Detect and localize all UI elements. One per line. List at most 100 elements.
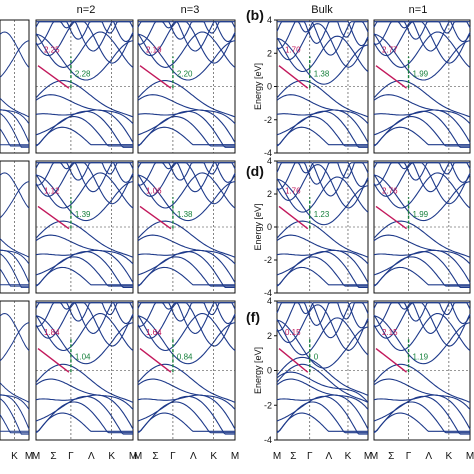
band-panel-f-n1: 2.15 1.19	[373, 300, 471, 441]
band-line	[373, 94, 471, 125]
band-line	[276, 304, 369, 352]
band-line	[373, 21, 471, 52]
band-line	[35, 256, 133, 287]
y-tick-label: 4	[267, 15, 272, 25]
indirect-gap-label: 1.76	[285, 186, 301, 195]
band-line	[277, 266, 368, 286]
band-line	[137, 251, 235, 288]
x-tick-label: Λ	[190, 451, 197, 462]
band-line	[35, 172, 134, 209]
x-tick-label: Λ	[425, 451, 432, 462]
x-tick-label: Γ	[170, 451, 176, 462]
panel-tag-d: (d)	[246, 163, 264, 179]
direct-gap-label: 1.39	[75, 210, 91, 219]
band-line	[373, 172, 471, 209]
y-tick-label: 2	[267, 331, 272, 341]
band-line	[35, 116, 133, 147]
x-tick-label: K	[11, 451, 18, 462]
band-line	[36, 126, 133, 146]
band-panel-row1-n2: 2.25 2.28	[35, 19, 134, 154]
band-line	[0, 322, 30, 362]
band-line	[137, 94, 236, 125]
indirect-gap-arrow	[139, 347, 172, 373]
x-tick-label: Σ	[388, 451, 394, 462]
band-line	[374, 126, 470, 146]
band-panel-f-bulk: 0.15 0	[276, 300, 369, 441]
band-line	[374, 162, 470, 175]
band-line	[35, 234, 134, 265]
band-panel-b-bulk: 1.70 1.38	[276, 19, 369, 154]
band-line	[373, 378, 471, 410]
band-line	[36, 162, 133, 175]
band-line	[0, 40, 30, 78]
indirect-gap-label: 2.25	[44, 46, 60, 55]
band-line	[276, 302, 369, 329]
band-line	[35, 110, 133, 148]
y-tick-label: 0	[267, 82, 272, 92]
band-line	[374, 302, 470, 316]
indirect-gap-arrow	[278, 347, 309, 373]
band-line	[373, 21, 471, 43]
band-line	[35, 251, 133, 288]
left-partial-panel-1	[0, 19, 30, 154]
x-tick-label: Λ	[326, 451, 333, 462]
indirect-gap-arrow	[278, 205, 309, 230]
band-line	[373, 220, 471, 258]
band-line	[373, 80, 471, 118]
indirect-gap-label: 1.12	[44, 186, 60, 195]
band-line	[0, 398, 29, 435]
x-tick-label: Σ	[50, 451, 56, 462]
direct-gap-label: 1.04	[75, 353, 91, 362]
band-line	[138, 21, 235, 34]
x-tick-label: M	[370, 451, 378, 462]
x-tick-label: K	[345, 451, 352, 462]
column-header-bulk: Bulk	[311, 4, 333, 16]
band-panel-d-bulk: 1.76 1.23	[276, 160, 369, 294]
band-line	[373, 256, 470, 287]
indirect-gap-arrow	[375, 347, 407, 373]
x-tick-label: M	[134, 451, 142, 462]
indirect-gap-arrow	[37, 347, 70, 373]
band-line	[276, 395, 368, 435]
indirect-gap-label: 2.19	[146, 46, 162, 55]
band-line	[277, 302, 368, 320]
band-line	[35, 378, 134, 410]
y-axis-label: Energy [eV]	[253, 63, 263, 110]
indirect-gap-label: 1.06	[146, 186, 162, 195]
band-line	[138, 412, 235, 432]
indirect-gap-label: 2.15	[382, 328, 398, 337]
band-panel-row2-n2: 1.12 1.39	[35, 160, 134, 294]
band-panel-row3-n3: 1.64 0.84	[137, 300, 236, 441]
y-tick-label: -2	[264, 255, 272, 265]
y-tick-label: 2	[267, 189, 272, 199]
band-line	[137, 302, 236, 334]
band-line	[35, 315, 134, 365]
direct-gap-label: 0.84	[177, 353, 193, 362]
band-line	[0, 172, 30, 209]
band-panel-row2-n3: 1.06 1.38	[137, 160, 236, 294]
band-line	[35, 31, 134, 68]
band-line	[373, 302, 471, 334]
band-line	[373, 249, 471, 283]
y-tick-label: -2	[264, 115, 272, 125]
band-line	[276, 162, 369, 197]
column-headers: n=2 n=3 Bulk n=1	[77, 4, 428, 16]
band-line	[35, 94, 134, 125]
band-panel-row3-n2: 1.84 1.04	[35, 300, 134, 441]
band-line	[137, 256, 235, 287]
band-line	[137, 110, 235, 148]
indirect-gap-label: 1.64	[146, 328, 162, 337]
band-line	[277, 126, 368, 146]
band-line	[0, 249, 30, 283]
indirect-gap-arrow	[37, 65, 70, 89]
band-line	[137, 234, 236, 265]
band-line	[137, 315, 236, 365]
x-tick-label: Λ	[88, 451, 95, 462]
y-tick-label: -4	[264, 148, 272, 158]
indirect-gap-arrow	[278, 65, 309, 89]
band-line	[137, 21, 236, 43]
band-line	[276, 394, 369, 430]
band-line	[137, 109, 236, 143]
band-line	[0, 181, 30, 219]
band-line	[373, 234, 471, 265]
